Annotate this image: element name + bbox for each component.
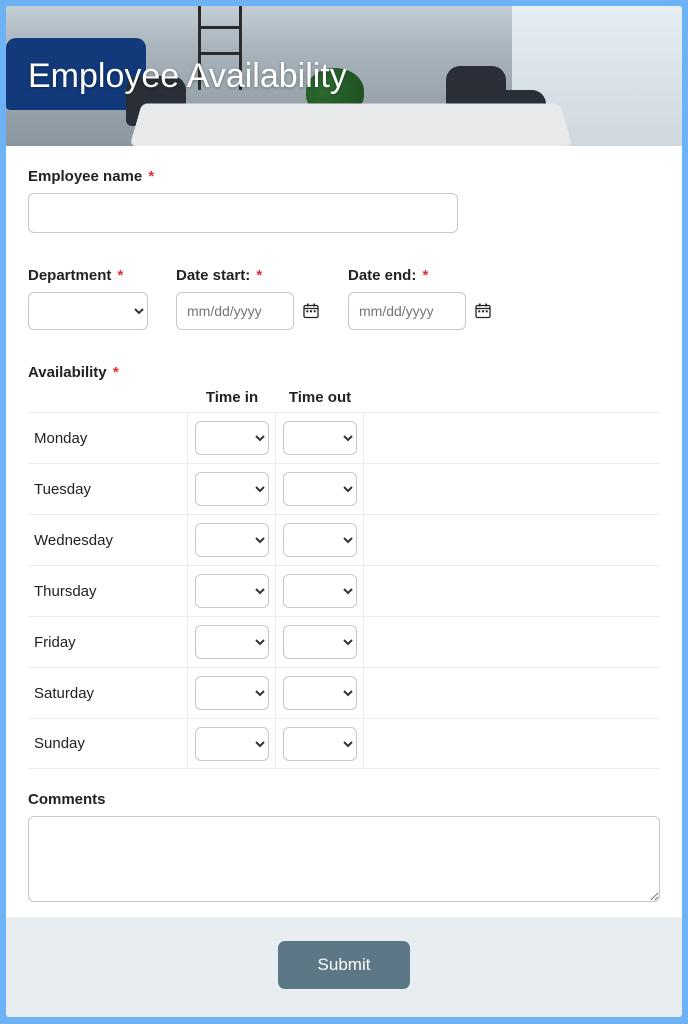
department-label: Department * — [28, 267, 148, 284]
time-in-cell — [188, 668, 276, 718]
day-label: Thursday — [28, 566, 188, 616]
hero-decor — [486, 90, 546, 140]
availability-row: Wednesday — [28, 514, 660, 565]
time-out-select[interactable] — [283, 421, 357, 455]
time-in-cell — [188, 515, 276, 565]
form-body: Employee name * Department * Date start:… — [6, 146, 682, 917]
calendar-icon[interactable] — [474, 302, 492, 320]
availability-section: Availability * Time in Time out MondayTu… — [28, 364, 660, 769]
date-end-field: Date end: * — [348, 267, 492, 330]
label-text: Availability — [28, 364, 107, 381]
availability-row: Friday — [28, 616, 660, 667]
time-out-cell — [276, 515, 364, 565]
required-star: * — [256, 267, 262, 284]
form-footer: Submit — [6, 917, 682, 1017]
availability-row: Sunday — [28, 718, 660, 769]
time-in-cell — [188, 464, 276, 514]
time-in-cell — [188, 617, 276, 667]
date-start-wrap — [176, 292, 320, 330]
required-star: * — [118, 267, 124, 284]
time-in-select[interactable] — [195, 727, 269, 761]
day-label: Wednesday — [28, 515, 188, 565]
time-in-cell — [188, 719, 276, 768]
day-label: Tuesday — [28, 464, 188, 514]
time-out-select[interactable] — [283, 625, 357, 659]
label-text: Date end: — [348, 267, 416, 284]
date-start-label: Date start: * — [176, 267, 320, 284]
time-out-cell — [276, 413, 364, 463]
day-label: Sunday — [28, 719, 188, 768]
department-select[interactable] — [28, 292, 148, 330]
availability-row: Monday — [28, 412, 660, 463]
date-end-label: Date end: * — [348, 267, 492, 284]
comments-textarea[interactable] — [28, 816, 660, 902]
time-in-select[interactable] — [195, 421, 269, 455]
date-end-input[interactable] — [348, 292, 466, 330]
date-end-wrap — [348, 292, 492, 330]
time-in-select[interactable] — [195, 523, 269, 557]
department-field: Department * — [28, 267, 148, 330]
time-in-select[interactable] — [195, 625, 269, 659]
required-star: * — [148, 168, 154, 185]
time-in-select[interactable] — [195, 472, 269, 506]
page-title: Employee Availability — [28, 57, 347, 96]
submit-button[interactable]: Submit — [278, 941, 411, 989]
label-text: Department — [28, 267, 111, 284]
availability-header-row: Time in Time out — [28, 389, 660, 406]
hero-banner: Employee Availability — [6, 6, 682, 146]
availability-row: Thursday — [28, 565, 660, 616]
date-start-field: Date start: * — [176, 267, 320, 330]
availability-row: Saturday — [28, 667, 660, 718]
time-out-select[interactable] — [283, 523, 357, 557]
time-out-cell — [276, 617, 364, 667]
dept-dates-row: Department * Date start: * — [28, 267, 660, 330]
availability-rows: MondayTuesdayWednesdayThursdayFridaySatu… — [28, 412, 660, 769]
time-in-cell — [188, 566, 276, 616]
time-out-select[interactable] — [283, 727, 357, 761]
time-out-cell — [276, 668, 364, 718]
time-in-cell — [188, 413, 276, 463]
label-text: Date start: — [176, 267, 250, 284]
time-in-select[interactable] — [195, 574, 269, 608]
time-out-header: Time out — [276, 389, 364, 406]
required-star: * — [113, 364, 119, 381]
time-out-cell — [276, 464, 364, 514]
date-start-input[interactable] — [176, 292, 294, 330]
day-label: Saturday — [28, 668, 188, 718]
time-out-select[interactable] — [283, 676, 357, 710]
availability-label: Availability * — [28, 364, 660, 381]
time-in-select[interactable] — [195, 676, 269, 710]
header-spacer — [28, 389, 188, 406]
required-star: * — [423, 267, 429, 284]
availability-row: Tuesday — [28, 463, 660, 514]
time-out-cell — [276, 719, 364, 768]
calendar-icon[interactable] — [302, 302, 320, 320]
time-in-header: Time in — [188, 389, 276, 406]
time-out-select[interactable] — [283, 472, 357, 506]
time-out-select[interactable] — [283, 574, 357, 608]
employee-name-input[interactable] — [28, 193, 458, 233]
employee-name-label: Employee name * — [28, 168, 660, 185]
time-out-cell — [276, 566, 364, 616]
form-page: Employee Availability Employee name * De… — [6, 6, 682, 1017]
day-label: Monday — [28, 413, 188, 463]
comments-label: Comments — [28, 791, 660, 808]
label-text: Employee name — [28, 168, 142, 185]
day-label: Friday — [28, 617, 188, 667]
